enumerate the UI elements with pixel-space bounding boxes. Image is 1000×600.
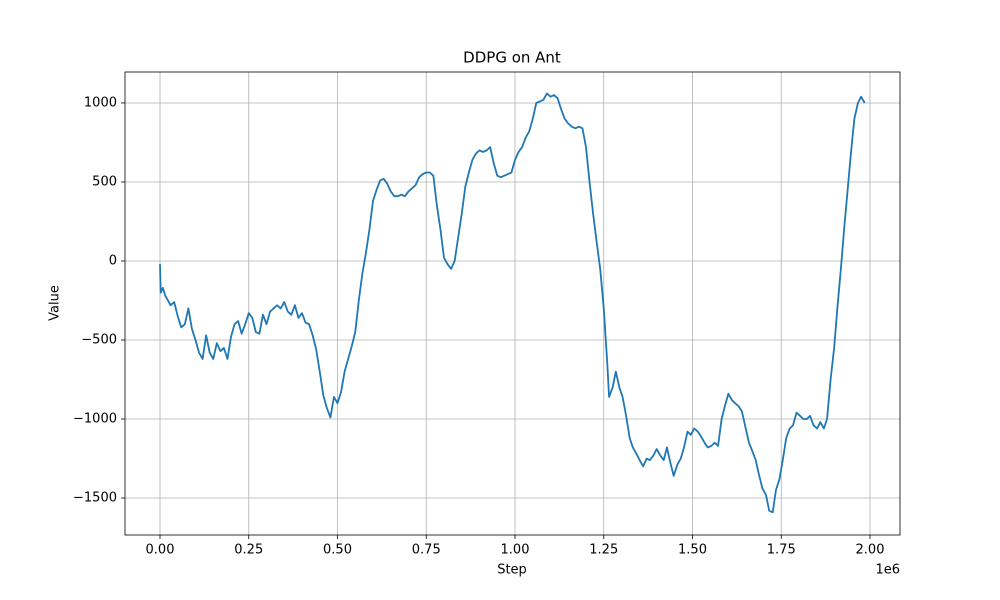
y-axis-label: Value (48, 285, 63, 321)
x-tick-label: 1.00 (501, 543, 530, 558)
data-line (159, 92, 866, 514)
x-tick-label: 1.50 (678, 543, 707, 558)
y-tick-label: 0 (109, 253, 117, 268)
chart-title: DDPG on Ant (463, 49, 561, 67)
y-tick-label: −1500 (73, 491, 117, 506)
plot-area (159, 92, 866, 514)
x-axis-label: Step (497, 563, 527, 578)
y-tick-label: −1000 (73, 412, 117, 427)
y-tick-label: 500 (92, 174, 117, 189)
x-tick-label: 2.00 (856, 543, 885, 558)
x-tick-label: 0.75 (412, 543, 441, 558)
x-tick-label: 1.75 (767, 543, 796, 558)
x-tick-label: 0.25 (234, 543, 263, 558)
y-tick-label: −500 (81, 333, 117, 348)
x-tick-label: 0.00 (146, 543, 175, 558)
x-tick-label: 1.25 (589, 543, 618, 558)
axes-frame (124, 71, 901, 536)
x-offset-label: 1e6 (875, 563, 900, 578)
x-tick-label: 0.50 (323, 543, 352, 558)
y-tick-label: 1000 (84, 95, 117, 110)
